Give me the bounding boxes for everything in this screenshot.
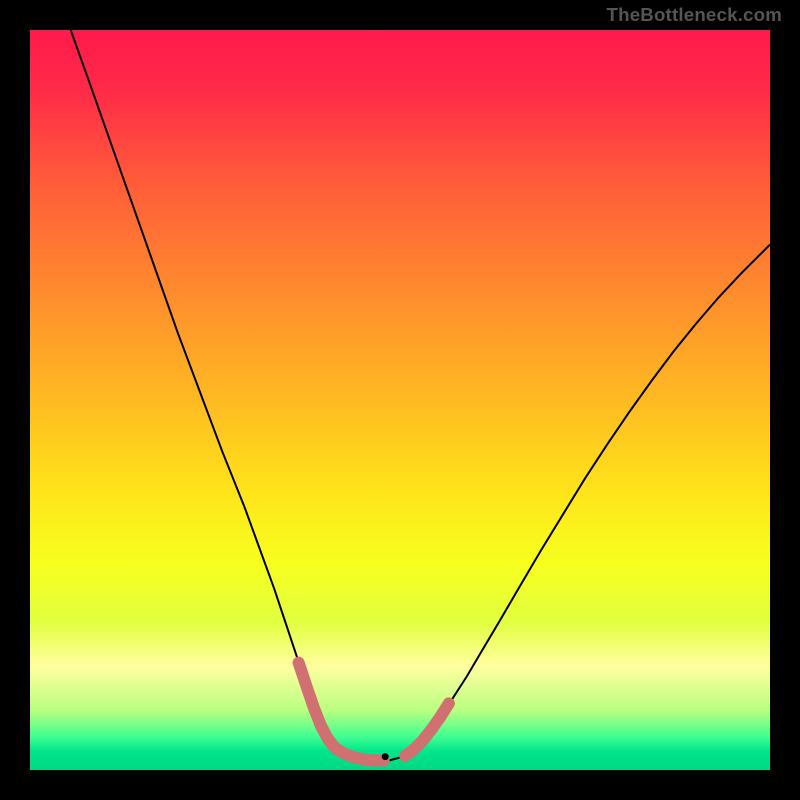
minimum-dot (382, 753, 389, 760)
bottleneck-curve-chart (0, 0, 800, 800)
gradient-background (30, 30, 770, 770)
chart-frame: TheBottleneck.com (0, 0, 800, 800)
watermark-text: TheBottleneck.com (607, 4, 783, 26)
